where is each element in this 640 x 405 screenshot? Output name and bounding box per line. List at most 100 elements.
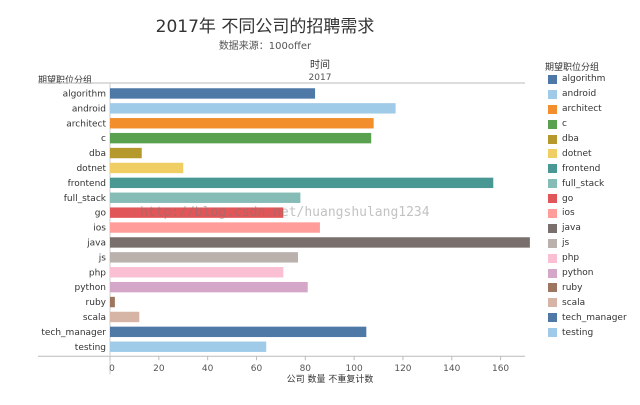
legend-label: java: [562, 223, 581, 234]
legend-swatch: [548, 149, 557, 159]
legend-title: 期望职位分组: [545, 63, 600, 73]
category-label: algorithm: [63, 89, 106, 99]
bar-frontend: [110, 177, 494, 189]
legend: algorithm android architect c dba dotnet front…: [548, 72, 627, 340]
column-value: 2017: [308, 73, 332, 83]
category-label: go: [95, 209, 107, 219]
row-group-label: 期望职位分组: [38, 76, 93, 86]
category-label: scala: [83, 313, 106, 323]
bar-python: [110, 281, 308, 293]
legend-label: scala: [562, 297, 586, 308]
category-label: dba: [89, 149, 106, 159]
legend-label: android: [562, 89, 597, 100]
legend-swatch: [548, 134, 557, 144]
category-label: android: [72, 104, 106, 114]
legend-item[interactable]: full_stack: [548, 176, 627, 191]
legend-label: frontend: [562, 163, 601, 174]
category-label: tech_manager: [41, 328, 106, 338]
legend-item[interactable]: ios: [548, 206, 627, 221]
legend-swatch: [548, 298, 557, 308]
legend-label: dba: [562, 134, 579, 144]
category-label: js: [98, 253, 107, 263]
legend-swatch: [548, 253, 557, 263]
legend-item[interactable]: dotnet: [548, 146, 627, 161]
category-label: full_stack: [64, 194, 107, 204]
bar-full_stack: [110, 192, 301, 203]
legend-label: js: [562, 238, 570, 249]
legend-label: architect: [562, 104, 602, 115]
bar-android: [110, 103, 396, 114]
legend-swatch: [548, 283, 557, 293]
bar-algorithm: [110, 88, 316, 99]
bar-dba: [110, 147, 142, 159]
chart-title: 2017年 不同公司的招聘需求: [155, 17, 375, 37]
legend-swatch: [548, 164, 557, 174]
category-label: architect: [66, 119, 106, 129]
legend-label: ruby: [562, 282, 583, 293]
legend-swatch: [548, 328, 557, 338]
category-label: testing: [75, 343, 106, 353]
legend-swatch: [548, 74, 557, 84]
category-label: dotnet: [76, 164, 106, 174]
chart-subtitle: 数据来源：100offer: [218, 41, 312, 52]
legend-label: dotnet: [562, 148, 592, 159]
legend-item[interactable]: java: [548, 221, 627, 236]
legend-swatch: [548, 179, 557, 189]
column-header: 时间: [310, 60, 330, 71]
x-axis-title: 公司 数量 不重复计数: [286, 375, 374, 385]
legend-item[interactable]: scala: [548, 295, 627, 310]
bar-c: [110, 132, 372, 144]
legend-swatch: [548, 104, 557, 114]
legend-label: full_stack: [562, 178, 605, 189]
bar-php: [110, 267, 284, 278]
legend-item[interactable]: python: [548, 266, 627, 281]
x-tick-label: 80: [300, 364, 312, 374]
legend-item[interactable]: go: [548, 191, 627, 206]
legend-item[interactable]: architect: [548, 102, 627, 117]
legend-item[interactable]: c: [548, 117, 627, 132]
x-tick-label: 160: [492, 364, 509, 374]
legend-swatch: [548, 119, 557, 129]
x-tick-label: 60: [251, 364, 263, 374]
bar-js: [110, 252, 298, 263]
category-label: frontend: [68, 179, 106, 189]
legend-item[interactable]: algorithm: [548, 72, 627, 87]
legend-label: testing: [562, 327, 594, 338]
legend-label: go: [562, 193, 574, 204]
category-label: ios: [93, 224, 106, 234]
legend-item[interactable]: testing: [548, 325, 627, 340]
bar-ios: [110, 222, 320, 233]
category-label: ruby: [86, 298, 107, 308]
bar-testing: [110, 341, 267, 352]
legend-label: algorithm: [562, 74, 606, 85]
x-tick-label: 0: [109, 364, 115, 374]
watermark-text: http://blog.csdn.net/huangshulang1234: [140, 205, 430, 220]
legend-item[interactable]: ruby: [548, 280, 627, 295]
legend-item[interactable]: dba: [548, 132, 627, 147]
x-tick-label: 20: [153, 364, 165, 374]
legend-item[interactable]: frontend: [548, 161, 627, 176]
legend-label: c: [562, 119, 567, 130]
bar-architect: [110, 118, 374, 129]
bar-java: [110, 237, 530, 248]
category-label: python: [75, 283, 106, 293]
legend-item[interactable]: php: [548, 251, 627, 266]
legend-item[interactable]: tech_manager: [548, 310, 627, 325]
bar-dotnet: [110, 162, 184, 174]
bar-go: [110, 207, 284, 218]
legend-swatch: [548, 313, 557, 323]
legend-swatch: [548, 89, 557, 99]
category-label: java: [86, 238, 106, 248]
legend-swatch: [548, 208, 557, 218]
legend-swatch: [548, 194, 557, 204]
legend-label: php: [562, 253, 580, 264]
legend-swatch: [548, 223, 557, 233]
bar-ruby: [110, 296, 115, 308]
legend-item[interactable]: js: [548, 236, 627, 251]
x-tick-label: 140: [443, 364, 460, 374]
legend-swatch: [548, 238, 557, 248]
legend-label: tech_manager: [562, 312, 627, 323]
legend-item[interactable]: android: [548, 87, 627, 102]
